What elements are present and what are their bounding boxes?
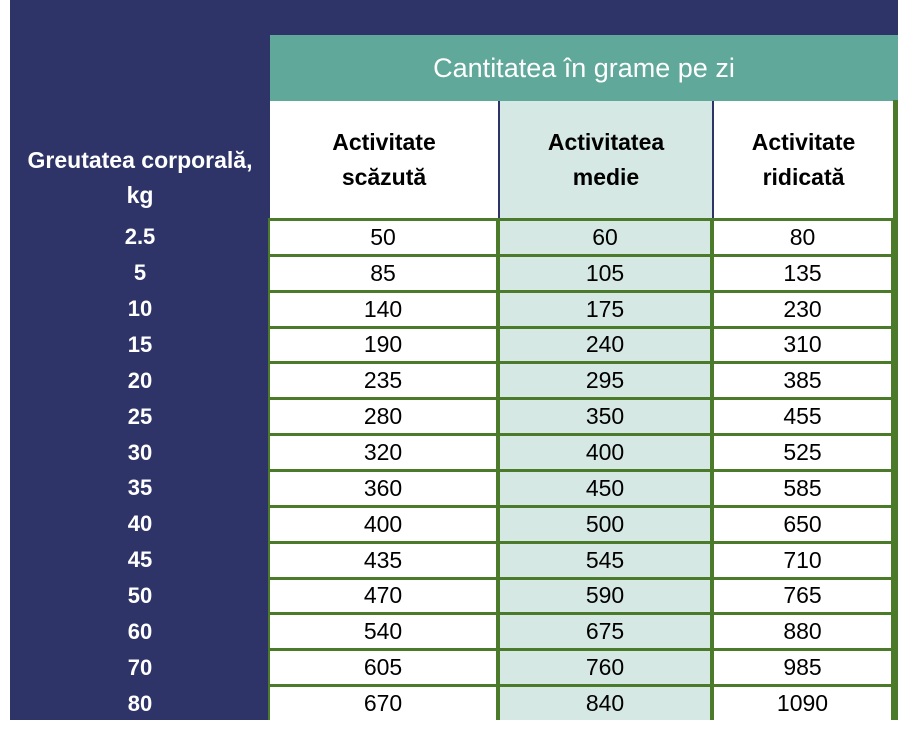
weight-label: 80 xyxy=(127,690,153,716)
weight-label: 35 xyxy=(127,475,153,501)
table-cell: 670 xyxy=(270,687,496,720)
weight-label: 20 xyxy=(127,367,153,393)
weight-label: 30 xyxy=(127,439,153,465)
table-cell: 450 xyxy=(500,472,710,505)
row-header: Greutatea corporală, kg xyxy=(27,146,253,208)
weight-label: 2.5 xyxy=(124,224,156,250)
table-title: Cantitatea în grame pe zi xyxy=(270,35,898,101)
weight-label: 25 xyxy=(127,403,153,429)
column-header: Activitatea medie xyxy=(500,101,712,218)
weight-label: 45 xyxy=(127,547,153,573)
weight-label: 70 xyxy=(127,654,153,680)
weight-label: 60 xyxy=(127,618,153,644)
table-cell: 400 xyxy=(500,436,710,469)
table-cell: 50 xyxy=(270,221,496,254)
table-cell: 710 xyxy=(714,543,891,577)
weight-label: 50 xyxy=(127,582,153,608)
table-cell: 585 xyxy=(714,472,891,505)
border xyxy=(893,100,898,218)
table-cell: 135 xyxy=(714,256,891,290)
table-cell: 105 xyxy=(500,256,710,290)
weight-label: 5 xyxy=(133,260,147,286)
table-cell: 295 xyxy=(500,364,710,398)
table-cell: 540 xyxy=(270,615,496,649)
table-cell: 590 xyxy=(500,579,710,613)
table-cell: 85 xyxy=(270,256,496,290)
weight-label: 10 xyxy=(127,296,153,322)
table-cell: 235 xyxy=(270,364,496,398)
weight-label: 40 xyxy=(127,511,153,537)
table-cell: 280 xyxy=(270,400,496,434)
table-cell: 360 xyxy=(270,472,496,505)
column-header: Activitate scăzută xyxy=(270,101,498,218)
table-cell: 605 xyxy=(270,651,496,685)
table-cell: 525 xyxy=(714,436,891,469)
table-cell: 230 xyxy=(714,292,891,326)
table-cell: 470 xyxy=(270,579,496,613)
table-cell: 190 xyxy=(270,328,496,362)
table-cell: 400 xyxy=(270,507,496,541)
table-cell: 760 xyxy=(500,651,710,685)
table-cell: 500 xyxy=(500,507,710,541)
table-cell: 675 xyxy=(500,615,710,649)
table-cell: 80 xyxy=(714,221,891,254)
table-cell: 880 xyxy=(714,615,891,649)
table-cell: 435 xyxy=(270,543,496,577)
table-cell: 310 xyxy=(714,328,891,362)
table-cell: 385 xyxy=(714,364,891,398)
table-cell: 240 xyxy=(500,328,710,362)
table-cell: 840 xyxy=(500,687,710,720)
column-header: Activitate ridicată xyxy=(714,101,893,218)
table-cell: 545 xyxy=(500,543,710,577)
weight-label: 15 xyxy=(127,331,153,357)
table-cell: 140 xyxy=(270,292,496,326)
table-cell: 60 xyxy=(500,221,710,254)
table-cell: 985 xyxy=(714,651,891,685)
table-cell: 350 xyxy=(500,400,710,434)
table-cell: 320 xyxy=(270,436,496,469)
table-cell: 650 xyxy=(714,507,891,541)
table-cell: 765 xyxy=(714,579,891,613)
table-cell: 455 xyxy=(714,400,891,434)
table-cell: 1090 xyxy=(714,687,891,720)
table-cell: 175 xyxy=(500,292,710,326)
